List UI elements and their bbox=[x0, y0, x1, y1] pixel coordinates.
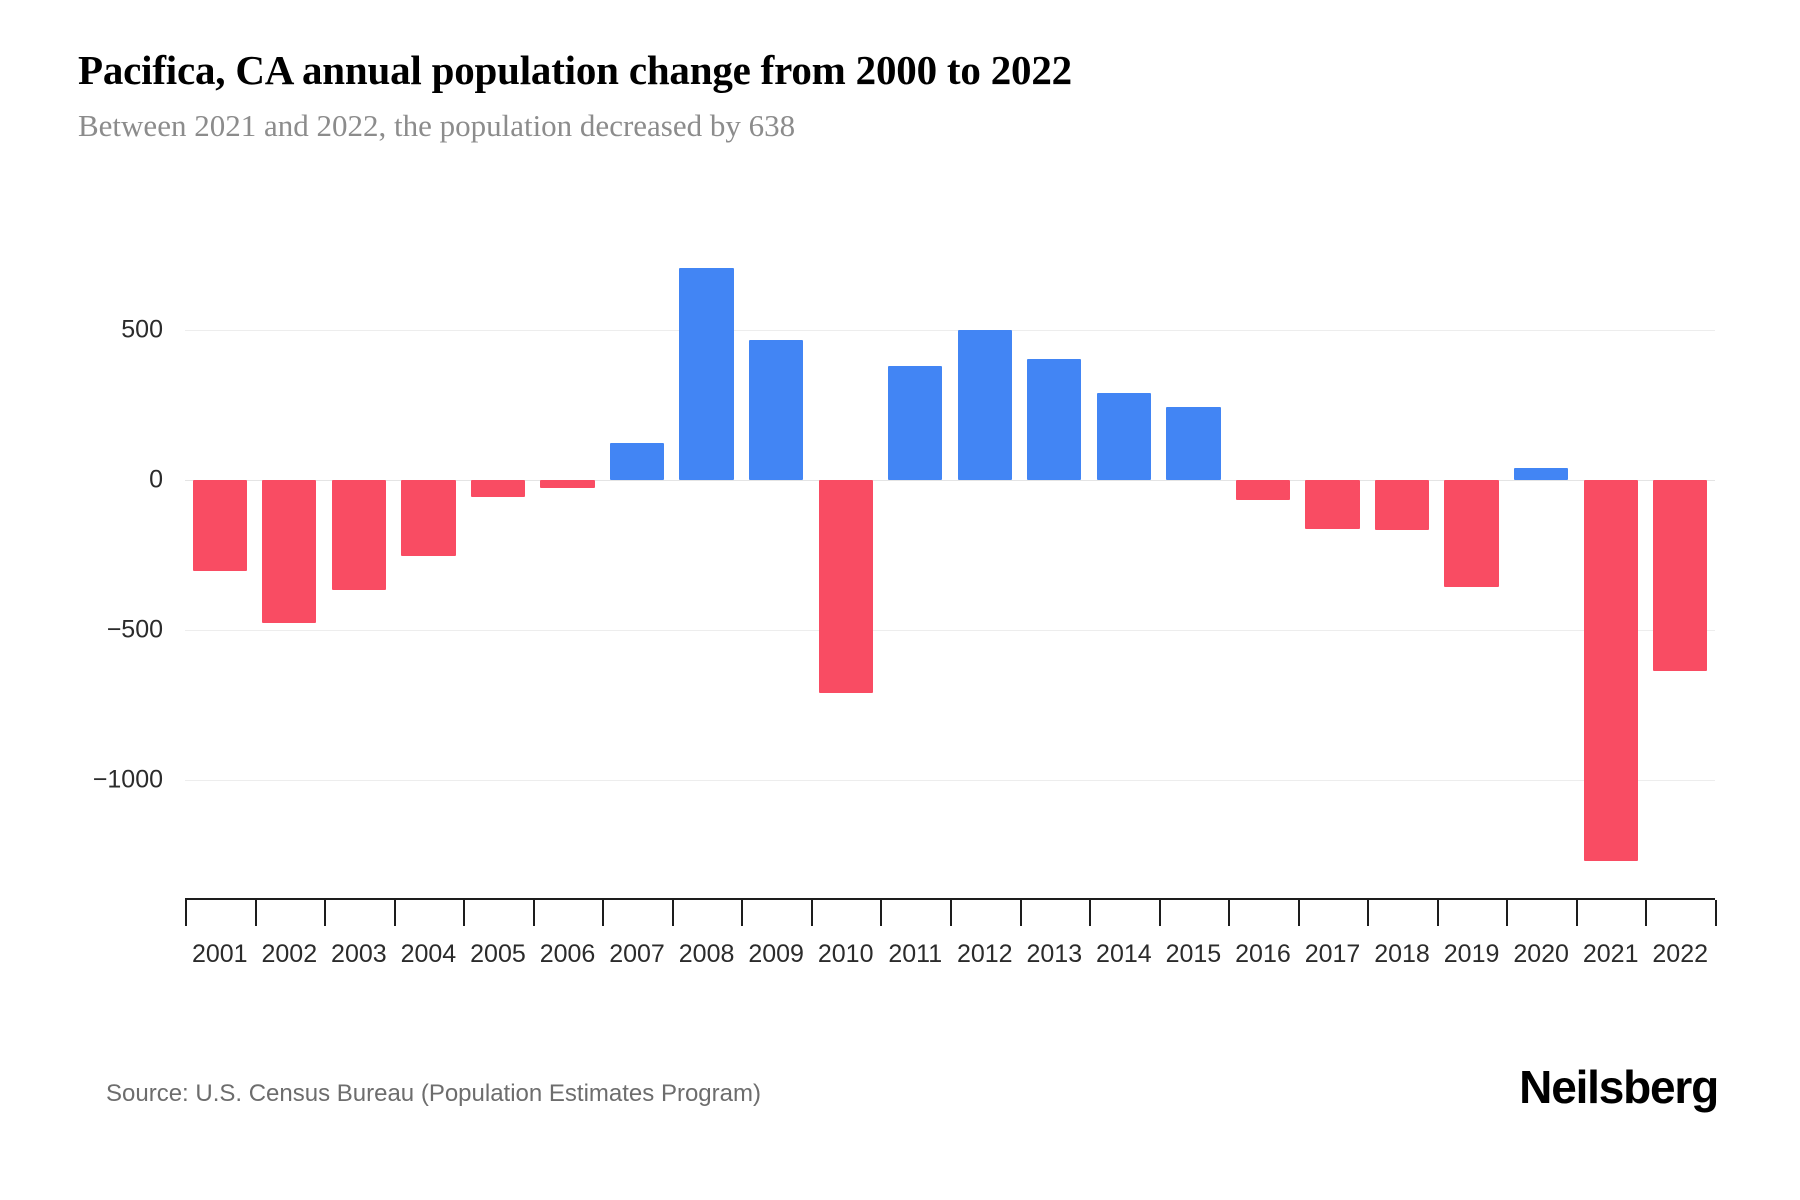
y-axis-tick-label: 500 bbox=[121, 315, 163, 344]
x-axis-label-2002: 2002 bbox=[261, 940, 318, 968]
bar-2008[interactable] bbox=[679, 267, 734, 480]
x-axis-tick bbox=[1575, 900, 1578, 926]
bar-2002[interactable] bbox=[262, 480, 317, 624]
zero-baseline bbox=[185, 480, 1715, 481]
bar-2004[interactable] bbox=[401, 480, 456, 557]
x-axis-tick bbox=[185, 900, 187, 926]
bar-2006[interactable] bbox=[540, 480, 595, 489]
bar-2013[interactable] bbox=[1027, 359, 1082, 480]
x-axis-tick bbox=[810, 900, 813, 926]
bar-2020[interactable] bbox=[1514, 468, 1569, 480]
x-axis-label-2018: 2018 bbox=[1374, 940, 1430, 968]
x-axis-label-2003: 2003 bbox=[331, 940, 387, 968]
x-axis-tick bbox=[1645, 900, 1648, 926]
bar-2007[interactable] bbox=[609, 442, 665, 480]
x-axis-label-2015: 2015 bbox=[1165, 940, 1222, 968]
x-axis-label-2010: 2010 bbox=[817, 940, 874, 968]
x-axis-label-2016: 2016 bbox=[1235, 940, 1291, 968]
bar-2011[interactable] bbox=[888, 366, 943, 480]
x-axis-tick bbox=[1367, 900, 1370, 926]
plot-canvas: 500 0 −500 −1000 bbox=[93, 240, 1715, 900]
x-axis-tick bbox=[1019, 900, 1022, 926]
x-axis-label-2019: 2019 bbox=[1443, 940, 1500, 968]
bar-2003[interactable] bbox=[331, 480, 386, 591]
x-axis-label-2022: 2022 bbox=[1652, 940, 1709, 968]
chart-header: Pacifica, CA annual population change fr… bbox=[78, 47, 1718, 144]
bar-2018[interactable] bbox=[1374, 480, 1430, 530]
x-axis-tick bbox=[254, 900, 257, 926]
bar-2001[interactable] bbox=[192, 480, 247, 571]
bar-2022[interactable] bbox=[1653, 480, 1708, 672]
bar-2012[interactable] bbox=[957, 330, 1012, 480]
x-axis-label-2021: 2021 bbox=[1582, 940, 1639, 968]
x-axis-label-2014: 2014 bbox=[1096, 940, 1152, 968]
x-axis-label-2005: 2005 bbox=[470, 940, 526, 968]
x-axis-label-2013: 2013 bbox=[1026, 940, 1083, 968]
x-axis-tick bbox=[1158, 900, 1161, 926]
x-axis-tick bbox=[741, 900, 744, 926]
x-axis-tick bbox=[1089, 900, 1092, 926]
x-axis-tick bbox=[1297, 900, 1300, 926]
bar-2017[interactable] bbox=[1305, 480, 1360, 529]
bars-group bbox=[185, 240, 1715, 900]
y-axis-tick-label: 0 bbox=[149, 465, 163, 494]
x-axis-label-2007: 2007 bbox=[609, 940, 665, 968]
page-title: Pacifica, CA annual population change fr… bbox=[78, 47, 1072, 93]
x-axis-label-2017: 2017 bbox=[1304, 940, 1361, 968]
x-axis-tick bbox=[1228, 900, 1231, 926]
x-axis-tick bbox=[324, 900, 327, 926]
x-axis-tick bbox=[1715, 900, 1717, 926]
bar-2009[interactable] bbox=[749, 339, 804, 480]
x-axis-tick bbox=[602, 900, 605, 926]
bar-2014[interactable] bbox=[1096, 393, 1151, 480]
gridline bbox=[185, 330, 1715, 331]
x-axis-tick bbox=[880, 900, 883, 926]
x-axis-label-2020: 2020 bbox=[1513, 940, 1569, 968]
x-axis-line bbox=[185, 898, 1715, 900]
x-axis-tick bbox=[950, 900, 952, 926]
x-axis-label-2012: 2012 bbox=[956, 940, 1013, 968]
bar-2010[interactable] bbox=[818, 480, 873, 693]
x-axis-label-2009: 2009 bbox=[748, 940, 804, 968]
bar-2005[interactable] bbox=[470, 480, 526, 498]
bar-2019[interactable] bbox=[1444, 480, 1499, 588]
y-axis-tick-label: −500 bbox=[106, 615, 163, 644]
bar-2016[interactable] bbox=[1235, 480, 1291, 501]
x-axis-label-2004: 2004 bbox=[400, 940, 457, 968]
bar-2021[interactable] bbox=[1583, 480, 1638, 861]
gridline bbox=[185, 780, 1715, 781]
y-axis-tick-label: −1000 bbox=[92, 765, 163, 794]
gridline bbox=[185, 630, 1715, 631]
x-axis-tick bbox=[1436, 900, 1439, 926]
x-axis-tick bbox=[671, 900, 674, 926]
x-axis-tick bbox=[532, 900, 535, 926]
x-axis-label-2011: 2011 bbox=[888, 940, 943, 968]
x-axis-tick bbox=[1506, 900, 1509, 926]
source-note: Source: U.S. Census Bureau (Population E… bbox=[106, 1080, 761, 1107]
x-axis-label-2006: 2006 bbox=[539, 940, 596, 968]
bar-2015[interactable] bbox=[1166, 407, 1221, 480]
x-axis-label-2001: 2001 bbox=[191, 940, 248, 968]
x-axis-tick bbox=[463, 900, 466, 926]
brand-logo: Neilsberg bbox=[1519, 1061, 1719, 1113]
chart-subtitle: Between 2021 and 2022, the population de… bbox=[78, 107, 796, 143]
x-axis-label-2008: 2008 bbox=[678, 940, 735, 968]
x-axis-tick bbox=[393, 900, 396, 926]
